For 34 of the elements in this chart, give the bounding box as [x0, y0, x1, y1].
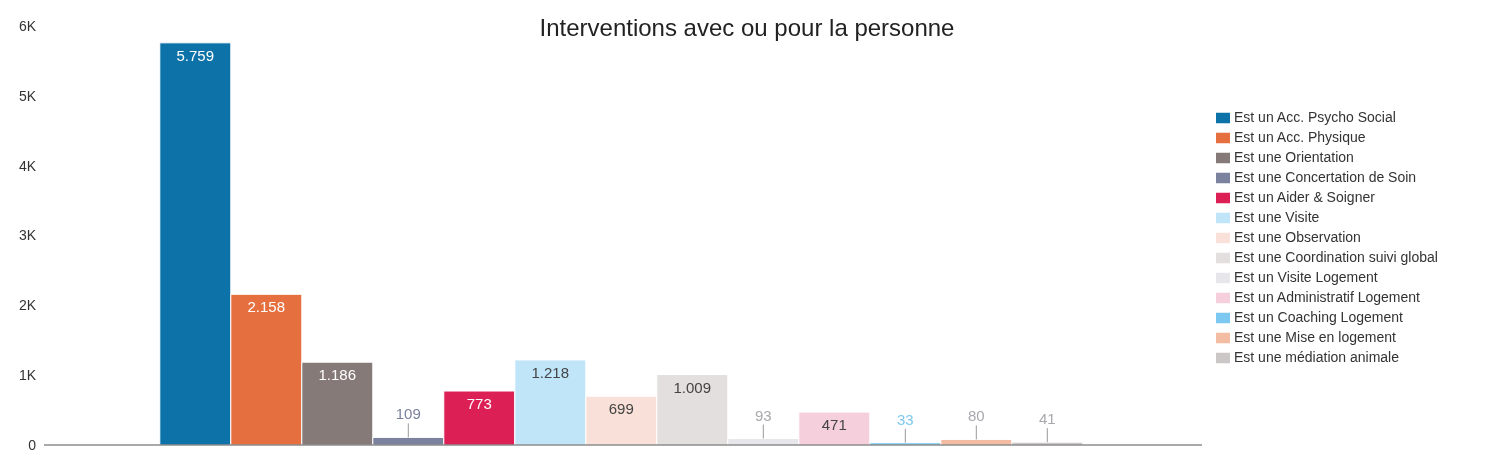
legend-label: Est un Acc. Physique [1234, 128, 1366, 145]
data-label: 33 [896, 410, 914, 428]
legend-label: Est une Observation [1234, 228, 1361, 245]
data-label: 1.009 [673, 378, 712, 396]
legend-label: Est une Coordination suivi global [1234, 248, 1438, 265]
legend-label: Est un Coaching Logement [1234, 308, 1403, 325]
data-label: 1.186 [318, 366, 357, 384]
legend-label: Est une médiation animale [1234, 348, 1399, 365]
y-tick-label: 3K [18, 227, 37, 244]
y-tick-label: 1K [18, 367, 37, 384]
y-tick-label: 5K [18, 87, 37, 104]
legend-label: Est une Visite [1234, 208, 1320, 225]
y-tick-label: 2K [18, 297, 37, 314]
legend-label: Est une Mise en logement [1234, 328, 1396, 345]
data-label: 471 [821, 416, 847, 434]
data-label: 109 [395, 405, 421, 423]
legend-label: Est une Orientation [1234, 148, 1354, 165]
legend-label: Est un Acc. Psycho Social [1234, 108, 1396, 125]
data-label: 41 [1038, 410, 1056, 428]
chart-title: Interventions avec ou pour la personne [539, 14, 955, 41]
y-tick-label: 0 [28, 436, 37, 453]
legend-label: Est une Concertation de Soin [1234, 168, 1417, 185]
legend-label: Est un Visite Logement [1234, 268, 1378, 285]
data-label: 80 [967, 407, 985, 425]
data-label: 2.158 [247, 298, 286, 316]
data-label: 93 [754, 406, 772, 424]
data-label: 5.759 [176, 46, 215, 64]
legend-label: Est un Administratif Logement [1234, 288, 1420, 305]
y-tick-label: 6K [18, 17, 37, 34]
data-label: 1.218 [531, 363, 570, 381]
data-label: 699 [608, 400, 634, 418]
legend-label: Est un Aider & Soigner [1234, 188, 1375, 205]
y-tick-label: 4K [18, 157, 37, 174]
data-label: 773 [466, 395, 492, 413]
